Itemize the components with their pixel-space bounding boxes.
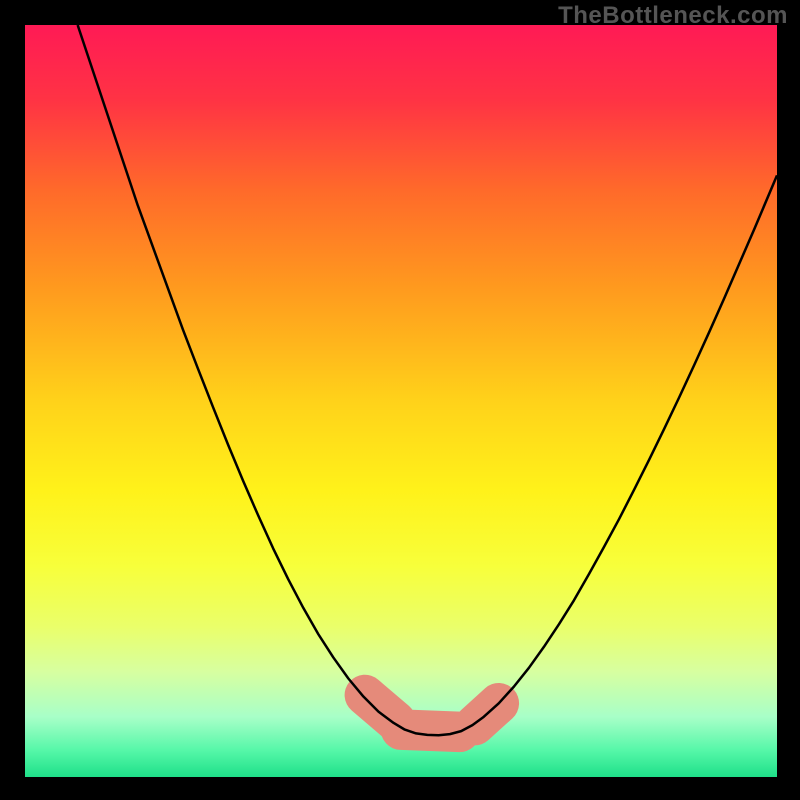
chart-container: TheBottleneck.com (0, 0, 800, 800)
plot-area (25, 25, 777, 777)
chart-svg (25, 25, 777, 777)
gradient-background (25, 25, 777, 777)
watermark-label: TheBottleneck.com (558, 2, 788, 30)
